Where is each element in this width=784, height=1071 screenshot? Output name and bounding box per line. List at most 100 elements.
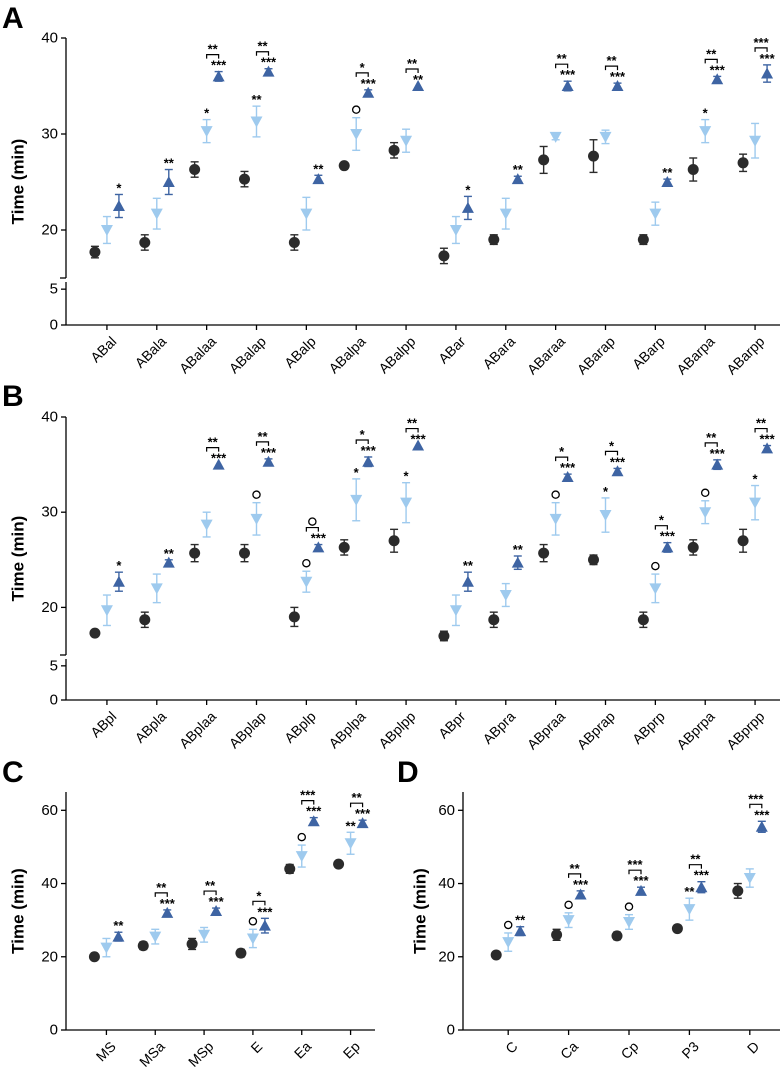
sig-label-light: ** <box>346 818 357 833</box>
category-label: Cp <box>618 1038 642 1062</box>
data-point-triangle-down <box>100 942 113 954</box>
sig-label-dark: ** <box>513 542 524 557</box>
y-axis-label: Time (min) <box>9 516 28 602</box>
category-label: Ca <box>557 1038 581 1062</box>
panel-letter: B <box>2 380 24 413</box>
category-label: ABplpp <box>375 708 418 751</box>
data-point-triangle-down <box>198 929 211 941</box>
data-point-triangle-up <box>635 884 647 896</box>
category-label: ABalaa <box>176 333 219 376</box>
data-point-triangle-down <box>683 904 696 916</box>
sig-label-dark: ** <box>515 913 526 928</box>
sig-bracket <box>349 802 364 808</box>
data-point-triangle-down <box>246 933 259 945</box>
data-point-circle <box>490 949 502 961</box>
data-point-circle <box>189 547 201 559</box>
data-point-circle <box>89 627 101 639</box>
sig-label-dark: ** <box>164 546 175 561</box>
data-point-circle <box>284 863 296 875</box>
panel-letter: D <box>397 756 419 789</box>
sig-label-bracket: ** <box>756 416 767 431</box>
sig-bracket <box>305 526 319 532</box>
data-point-triangle-down <box>350 494 363 506</box>
sig-label-dark: *** <box>211 451 227 466</box>
data-point-triangle-up <box>514 925 527 937</box>
data-point-triangle-up <box>161 906 174 918</box>
sig-bracket <box>206 447 220 452</box>
sig-marker-circle <box>351 105 361 114</box>
sig-label-dark: *** <box>633 873 649 888</box>
sig-label-light: ** <box>251 92 262 107</box>
sig-bracket <box>255 441 270 446</box>
data-point-triangle-down <box>200 519 213 531</box>
y-axis-label: Time (min) <box>9 139 28 225</box>
y-tick-label: 40 <box>41 30 58 47</box>
sig-label-bracket: ** <box>407 56 418 71</box>
data-point-triangle-up <box>362 455 375 467</box>
sig-label-bracket: ** <box>257 39 268 54</box>
sig-label-dark: * <box>465 182 471 197</box>
sig-label-dark: *** <box>361 76 377 91</box>
category-label: ABal <box>87 333 119 365</box>
data-point-triangle-down <box>149 931 162 943</box>
data-point-triangle-down <box>623 916 635 928</box>
data-point-circle <box>737 157 749 169</box>
sig-label-bracket: * <box>559 444 565 459</box>
y-tick-label: 5 <box>50 281 58 298</box>
sig-label-light: * <box>204 106 210 121</box>
y-tick-label: 40 <box>41 409 58 426</box>
data-point-triangle-down <box>499 590 512 602</box>
data-point-triangle-up <box>356 817 369 829</box>
data-point-circle <box>538 154 550 166</box>
sig-label-dark: * <box>116 558 122 573</box>
data-point-triangle-down <box>549 513 562 525</box>
data-point-triangle-down <box>749 497 762 509</box>
sig-marker-circle <box>308 517 317 526</box>
data-point-triangle-down <box>250 116 263 128</box>
data-point-circle <box>137 940 149 952</box>
data-point-triangle-down <box>749 135 762 147</box>
data-point-circle <box>388 144 400 156</box>
y-tick-label: 5 <box>50 657 58 674</box>
data-point-triangle-up <box>574 888 587 900</box>
sig-label-bracket: *** <box>300 788 316 803</box>
data-point-triangle-up <box>761 67 774 79</box>
sig-label-bracket: ** <box>570 861 581 876</box>
sig-marker-circle <box>700 488 710 498</box>
category-label: ABplpa <box>325 708 368 751</box>
category-label: ABpr <box>435 708 469 742</box>
sig-marker-circle <box>252 490 261 499</box>
sig-label-dark: ** <box>513 162 524 177</box>
data-point-circle <box>186 938 198 950</box>
data-point-circle <box>139 236 151 248</box>
sig-label-bracket: ** <box>208 435 219 450</box>
data-point-triangle-up <box>112 200 125 211</box>
data-point-triangle-down <box>200 126 213 138</box>
data-point-triangle-up <box>362 86 375 98</box>
y-tick-label: 20 <box>438 948 455 965</box>
sig-label-bracket: ** <box>606 53 617 68</box>
sig-bracket <box>301 800 315 805</box>
data-point-triangle-down <box>699 507 712 519</box>
data-point-triangle-down <box>549 131 562 143</box>
data-point-circle <box>488 234 500 246</box>
y-axis-label: Time (min) <box>9 868 28 954</box>
sig-label-dark: *** <box>311 531 327 546</box>
data-point-triangle-up <box>711 73 724 85</box>
sig-label-dark: *** <box>306 804 322 819</box>
sig-label-bracket: * <box>256 888 262 903</box>
sig-label-light: ** <box>684 884 695 899</box>
data-point-triangle-up <box>162 176 175 187</box>
data-point-triangle-down <box>300 576 313 588</box>
data-point-circle <box>538 547 550 559</box>
data-point-triangle-up <box>755 820 768 832</box>
category-label: E <box>247 1038 265 1056</box>
data-point-triangle-down <box>400 497 413 509</box>
sig-bracket <box>688 864 702 869</box>
data-point-triangle-up <box>262 65 275 77</box>
sig-bracket <box>604 450 619 456</box>
data-point-triangle-up <box>312 173 325 185</box>
y-tick-label: 20 <box>41 222 58 239</box>
